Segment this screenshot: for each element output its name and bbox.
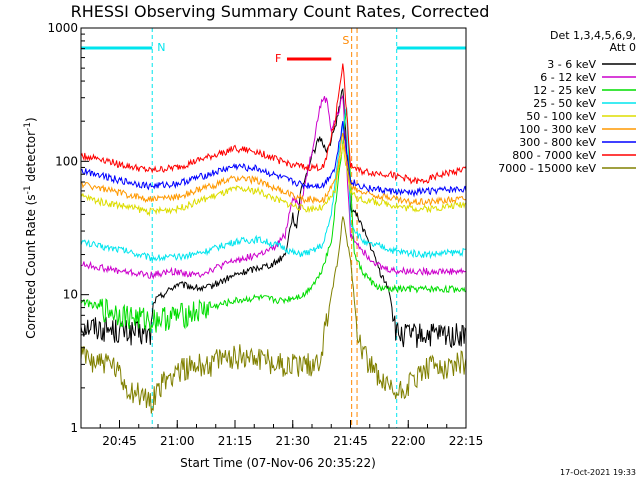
legend-entry-label: 12 - 25 keV bbox=[533, 84, 596, 97]
legend-header-line-2: Att 0 bbox=[610, 41, 636, 54]
legend-entry-label: 300 - 800 keV bbox=[519, 136, 596, 149]
series-lines bbox=[80, 63, 467, 414]
night-label: N bbox=[157, 41, 165, 54]
legend-entry-label: 25 - 50 keV bbox=[533, 97, 596, 110]
y-tick-label: 100 bbox=[55, 154, 78, 168]
series-line bbox=[80, 121, 467, 198]
legend-entry-label: 7000 - 15000 keV bbox=[498, 162, 596, 175]
x-axis-label: Start Time (07-Nov-06 20:35:22) bbox=[180, 456, 376, 470]
x-tick-label: 20:45 bbox=[102, 434, 137, 448]
series-line bbox=[80, 63, 467, 185]
series-line bbox=[80, 107, 467, 262]
legend-header-line-1: Det 1,3,4,5,6,9, bbox=[550, 29, 636, 42]
legend-entry-label: 6 - 12 keV bbox=[540, 71, 596, 84]
flare-label: F bbox=[275, 52, 281, 65]
chart-title: RHESSI Observing Summary Count Rates, Co… bbox=[71, 2, 490, 21]
series-line bbox=[81, 95, 467, 280]
y-axis: 1 10 100 1000 bbox=[47, 21, 89, 435]
y-axis-label: Corrected Count Rate (s-1 detector-1) bbox=[23, 117, 38, 338]
legend-entry-label: 50 - 100 keV bbox=[526, 110, 596, 123]
x-tick-label: 21:45 bbox=[333, 434, 368, 448]
legend-entry-label: 800 - 7000 keV bbox=[512, 149, 596, 162]
series-line bbox=[80, 216, 467, 414]
x-tick-label: 21:00 bbox=[160, 434, 195, 448]
series-line bbox=[80, 87, 467, 349]
x-tick-label: 22:15 bbox=[449, 434, 484, 448]
series-line bbox=[80, 143, 467, 217]
legend-entry-label: 3 - 6 keV bbox=[547, 58, 596, 71]
flag-markers: FS bbox=[275, 28, 358, 428]
y-tick-label: 10 bbox=[63, 288, 78, 302]
x-tick-label: 22:00 bbox=[391, 434, 426, 448]
x-tick-label: 21:30 bbox=[275, 434, 310, 448]
series-line bbox=[80, 108, 466, 333]
saa-label: S bbox=[342, 34, 349, 47]
generation-date-stamp: 17-Oct-2021 19:33 bbox=[560, 468, 636, 477]
x-axis: 20:45 21:00 21:15 21:30 21:45 22:00 22:15 bbox=[99, 420, 484, 448]
y-tick-label: 1 bbox=[70, 421, 78, 435]
y-tick-label: 1000 bbox=[47, 21, 78, 35]
x-tick-label: 21:15 bbox=[218, 434, 253, 448]
legend-entry-label: 100 - 300 keV bbox=[519, 123, 596, 136]
series-line bbox=[80, 132, 467, 207]
